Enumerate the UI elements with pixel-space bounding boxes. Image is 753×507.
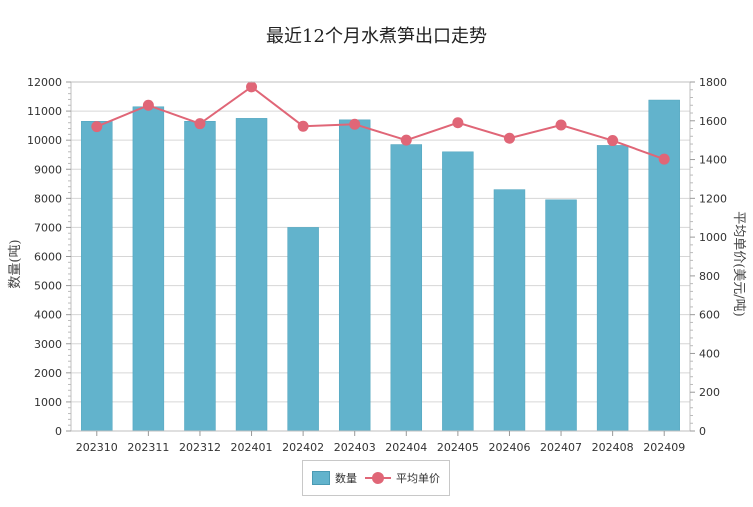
x-tick-label: 202407 — [540, 441, 582, 454]
price-point — [91, 121, 103, 133]
bar — [390, 144, 423, 432]
bar — [132, 106, 165, 432]
x-tick-label: 202310 — [76, 441, 118, 454]
x-tick-label: 202402 — [282, 441, 324, 454]
legend-item-price: 平均单价 — [365, 470, 440, 486]
y-axis-label: 数量(吨) — [8, 239, 23, 288]
price-point — [142, 99, 154, 111]
y2-axis-label: 平均单价(美元/吨) — [731, 211, 746, 317]
legend-label-price: 平均单价 — [396, 472, 440, 485]
x-tick-label: 202408 — [592, 441, 634, 454]
bar — [493, 189, 526, 432]
y2-tick-label: 1800 — [699, 76, 727, 89]
y-tick-label: 10000 — [27, 134, 62, 147]
y2-tick-label: 1000 — [699, 231, 727, 244]
x-tick-label: 202312 — [179, 441, 221, 454]
bar — [81, 121, 113, 432]
x-tick-label: 202406 — [488, 441, 530, 454]
x-tick-label: 202405 — [437, 441, 479, 454]
price-point — [194, 118, 206, 130]
y-tick-label: 8000 — [34, 192, 62, 205]
bar-series — [81, 99, 680, 432]
x-tick-label: 202404 — [385, 441, 427, 454]
line-series — [91, 81, 670, 165]
bar — [648, 99, 680, 432]
price-point — [658, 153, 670, 165]
y2-tick-label: 200 — [699, 386, 720, 399]
y2-tick-label: 1200 — [699, 192, 727, 205]
y-tick-label: 5000 — [34, 280, 62, 293]
y-tick-label: 12000 — [27, 76, 62, 89]
y2-tick-label: 0 — [699, 425, 706, 438]
x-tick-label: 202311 — [127, 441, 169, 454]
price-point — [349, 118, 361, 130]
axes — [66, 81, 695, 436]
y-tick-label: 9000 — [34, 163, 62, 176]
y2-tick-label: 800 — [699, 270, 720, 283]
price-point — [246, 81, 258, 93]
y-tick-label: 6000 — [34, 251, 62, 264]
price-point — [297, 120, 309, 132]
y-tick-label: 11000 — [27, 105, 62, 118]
y2-tick-label: 400 — [699, 347, 720, 360]
bar — [596, 145, 629, 432]
x-tick-label: 202409 — [643, 441, 685, 454]
price-point — [452, 117, 464, 129]
y2-tick-label: 1400 — [699, 154, 727, 167]
legend-bar-swatch — [312, 471, 330, 485]
chart-title: 最近12个月水煮笋出口走势 — [266, 26, 487, 47]
y-tick-label: 2000 — [34, 367, 62, 380]
legend: 数量 平均单价 — [302, 460, 450, 496]
x-tick-label: 202401 — [231, 441, 273, 454]
tick-labels: 0100020003000400050006000700080009000100… — [27, 76, 727, 454]
price-line — [96, 85, 665, 161]
price-point — [503, 132, 515, 144]
bar — [287, 227, 319, 432]
bar — [545, 199, 577, 432]
legend-label-quantity: 数量 — [335, 472, 357, 485]
y-tick-label: 7000 — [34, 221, 62, 234]
bar — [338, 119, 371, 432]
y-tick-label: 4000 — [34, 309, 62, 322]
bar — [442, 151, 474, 432]
price-point — [400, 134, 412, 146]
bar — [235, 118, 268, 432]
y-tick-label: 1000 — [34, 396, 62, 409]
y-tick-label: 3000 — [34, 338, 62, 351]
price-point — [607, 135, 619, 147]
legend-item-quantity: 数量 — [312, 470, 357, 486]
y-tick-label: 0 — [55, 425, 62, 438]
bar — [184, 121, 216, 432]
x-tick-label: 202403 — [334, 441, 376, 454]
y2-tick-label: 600 — [699, 309, 720, 322]
price-point — [555, 119, 567, 131]
legend-line-swatch — [365, 472, 391, 484]
y2-tick-label: 1600 — [699, 115, 727, 128]
